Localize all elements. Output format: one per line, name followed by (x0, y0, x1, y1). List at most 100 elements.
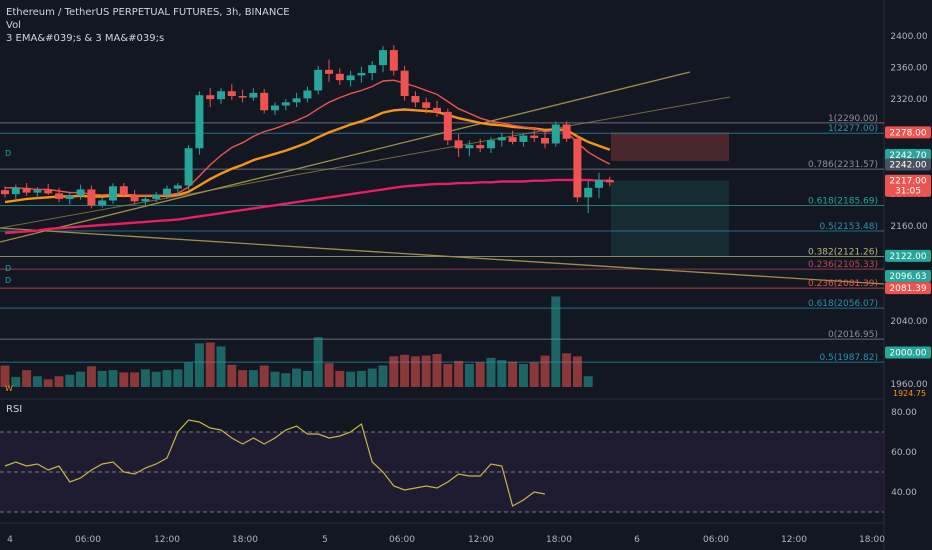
candle-body (443, 111, 452, 141)
candle-body (303, 90, 312, 99)
moving-average-slow-line (4, 178, 610, 235)
volume-bar (497, 360, 507, 387)
volume-bar (162, 370, 172, 387)
candle-body (292, 98, 301, 103)
candle-body (389, 50, 398, 71)
rsi-tick-label: 40.00 (891, 488, 917, 498)
fib-level-label: 1(2290.00) (828, 114, 878, 124)
time-tick-label: 18:00 (546, 535, 572, 545)
price-tag-box (885, 158, 931, 171)
stop-loss-zone (611, 132, 729, 161)
price-tag-box (885, 148, 931, 161)
candle-body (584, 187, 593, 198)
candle-body (227, 91, 236, 96)
volume-bars (0, 296, 593, 387)
fib-level-label: 0(2016.95) (828, 330, 878, 340)
symbol-title[interactable]: Ethereum / TetherUS PERPETUAL FUTURES, 3… (6, 7, 290, 18)
volume-bar (324, 363, 334, 387)
fib-level-label: 0.236(2081.39) (808, 279, 878, 289)
volume-bar (400, 354, 410, 387)
price-tick-label: 1960.00 (890, 380, 927, 390)
volume-indicator-label[interactable]: Vol (6, 20, 21, 31)
time-tick-label: 06:00 (703, 535, 729, 545)
candle-body (541, 137, 549, 144)
volume-bar (238, 370, 248, 387)
price-tick-label: 2360.00 (890, 64, 927, 74)
candle-body (379, 50, 387, 66)
volume-bar (302, 370, 312, 387)
trendline-rising-thin (0, 96, 731, 229)
chart-legend: Ethereum / TetherUS PERPETUAL FUTURES, 3… (6, 6, 290, 45)
candle-body (595, 179, 603, 188)
volume-bar (194, 343, 204, 387)
candle-body (1, 190, 9, 195)
candle-body (562, 124, 571, 139)
candle-body (98, 200, 107, 206)
volume-bar (529, 362, 539, 387)
candle-body (249, 92, 258, 98)
candle-body (497, 137, 506, 141)
candle-body (109, 186, 117, 201)
volume-bar (86, 366, 96, 387)
volume-bar (151, 371, 161, 387)
volume-bar (518, 364, 528, 387)
time-tick-label: 5 (322, 535, 328, 545)
volume-bar (248, 370, 258, 387)
volume-bar (119, 372, 129, 387)
volume-bar (216, 346, 226, 387)
volume-bar (464, 364, 474, 387)
price-tick-label: 2040.00 (890, 317, 927, 327)
price-tag-value: 2096.63 (889, 272, 926, 282)
candle-body (411, 96, 420, 103)
moving-averages-indicator-label[interactable]: 3 EMA&#039;s & 3 MA&#039;s (6, 33, 165, 44)
price-tag-value: 2000.00 (889, 349, 926, 359)
candle-body (44, 190, 53, 194)
fib-level-label: 0.618(2056.07) (808, 299, 878, 309)
fib-level-label: 0.236(2105.33) (808, 260, 878, 270)
rsi-indicator-label[interactable]: RSI (6, 404, 23, 415)
candle-body (487, 140, 495, 149)
candle-body (55, 193, 63, 199)
price-tag: 2122.00 (885, 249, 931, 262)
candle-body (184, 148, 193, 186)
candle-body (33, 190, 42, 193)
price-tag-countdown: 31:05 (895, 187, 921, 197)
volume-bar (97, 370, 107, 387)
candle-body (217, 91, 225, 100)
fib-level-label: 0.5(2153.48) (819, 222, 878, 232)
candle-body (551, 124, 560, 144)
price-tag-box (885, 346, 931, 359)
price-tag-value: 2217.00 (889, 177, 926, 187)
time-tick-label: 06:00 (75, 535, 101, 545)
volume-bar (22, 370, 32, 387)
volume-bar (32, 376, 42, 387)
price-tag: 2096.63 (885, 270, 931, 283)
volume-bar (562, 353, 572, 387)
volume-bar (54, 376, 64, 387)
time-tick-label: 06:00 (389, 535, 415, 545)
level-marker-label: D (5, 149, 11, 158)
volume-bar (583, 376, 593, 387)
volume-bar (443, 364, 453, 387)
trendlines (0, 71, 885, 285)
trendline-falling (0, 227, 885, 285)
ema-fast-line (5, 79, 611, 197)
price-tag-value: 2122.00 (889, 252, 926, 262)
candle-body (530, 135, 539, 138)
candle-body (454, 140, 463, 149)
candle-body (173, 185, 182, 189)
candle-body (476, 145, 485, 149)
volume-bar (184, 362, 194, 387)
volume-bar (551, 296, 561, 387)
price-tag-value: 2081.39 (889, 284, 926, 294)
candle-body (335, 73, 344, 81)
fib-level-label: 1(2277.00) (828, 124, 878, 134)
candle-body (206, 95, 215, 100)
price-tag-box (885, 282, 931, 295)
rsi-tick-label: 80.00 (891, 408, 917, 418)
price-tick-label: 2160.00 (890, 222, 927, 232)
volume-bar (486, 357, 496, 387)
fib-level-label: 0.5(1987.82) (819, 353, 878, 363)
